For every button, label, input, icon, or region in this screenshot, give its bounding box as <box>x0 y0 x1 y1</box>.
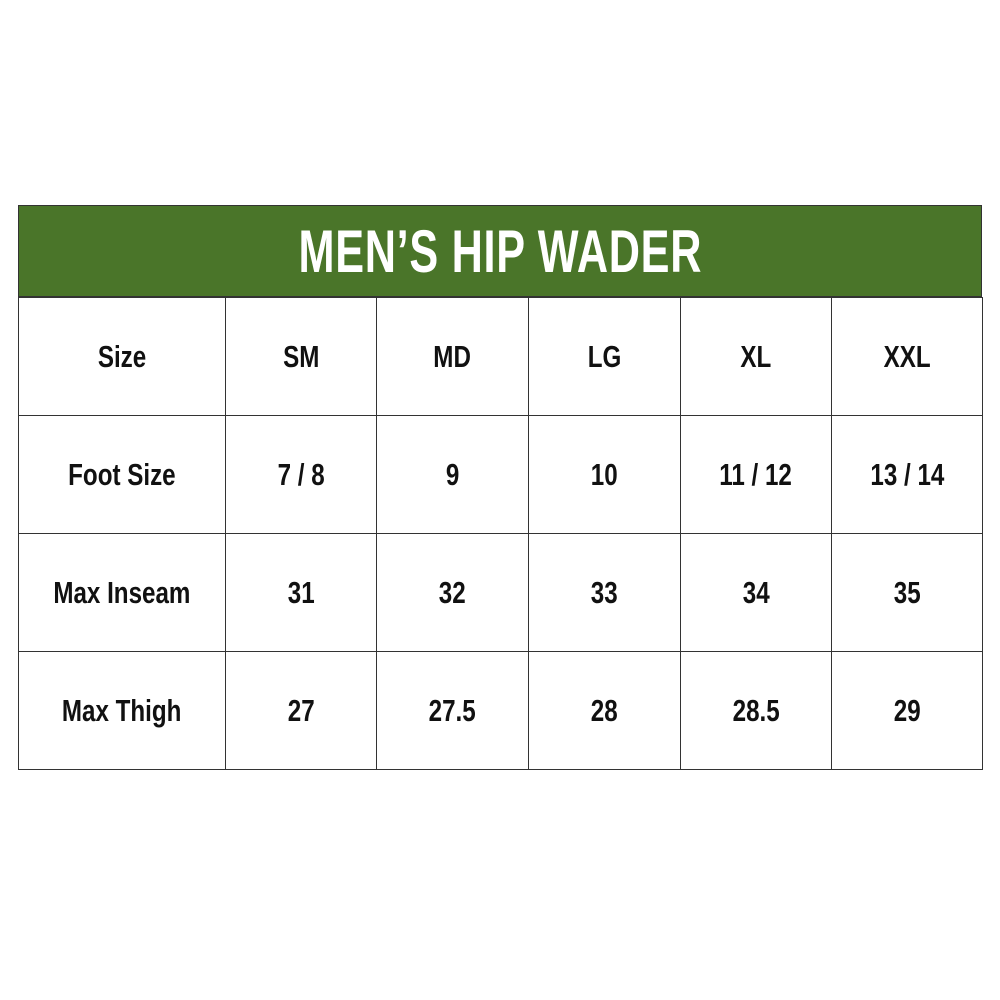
table-cell-text: 7 / 8 <box>277 456 325 492</box>
table-cell: 10 <box>528 415 681 534</box>
table-cell-text: LG <box>587 338 622 374</box>
row-label-text: Foot Size <box>68 456 176 492</box>
table-cell: 33 <box>528 533 681 652</box>
table-cell-text: 31 <box>287 574 315 610</box>
table-cell: MD <box>376 297 529 416</box>
table-cell-text: 34 <box>742 574 770 610</box>
table-cell-text: 11 / 12 <box>719 456 793 492</box>
chart-title-bar: MEN’S HIP WADER <box>18 205 982 297</box>
table-cell: 27.5 <box>376 651 529 770</box>
table-row: Max Inseam 31 32 33 34 35 <box>18 533 983 652</box>
row-label: Max Inseam <box>18 533 226 652</box>
table-cell-text: 9 <box>445 456 460 492</box>
table-cell-text: 27.5 <box>428 692 477 728</box>
table-cell-text: 10 <box>591 456 618 492</box>
table-cell-text: XXL <box>883 338 931 374</box>
table-cell: 27 <box>225 651 377 770</box>
table-cell: 32 <box>376 533 529 652</box>
table-cell-text: XL <box>740 338 772 374</box>
table-cell: 13 / 14 <box>831 415 983 534</box>
table-cell-text: 28 <box>591 692 618 728</box>
row-label: Max Thigh <box>18 651 226 770</box>
table-cell: 29 <box>831 651 983 770</box>
table-cell-text: SM <box>282 338 320 374</box>
size-table: Size SM MD LG XL XXL Foot Size 7 / 8 9 10 11 / 12 1… <box>18 297 983 770</box>
table-cell-text: 35 <box>893 574 921 610</box>
table-cell-text: 29 <box>893 692 921 728</box>
table-cell: 9 <box>376 415 529 534</box>
table-cell-text: 27 <box>287 692 315 728</box>
table-row: Size SM MD LG XL XXL <box>18 297 983 416</box>
chart-title: MEN’S HIP WADER <box>298 217 702 285</box>
table-cell-text: 32 <box>439 574 466 610</box>
table-cell: XL <box>680 297 832 416</box>
table-cell: XXL <box>831 297 983 416</box>
row-label-text: Size <box>97 338 147 374</box>
table-cell: 28 <box>528 651 681 770</box>
table-cell: 35 <box>831 533 983 652</box>
table-cell: SM <box>225 297 377 416</box>
table-cell-text: MD <box>433 338 472 374</box>
row-label: Size <box>18 297 226 416</box>
table-cell-text: 28.5 <box>732 692 780 728</box>
table-cell: 34 <box>680 533 832 652</box>
row-label-text: Max Inseam <box>53 574 191 610</box>
table-cell: 31 <box>225 533 377 652</box>
table-cell: 7 / 8 <box>225 415 377 534</box>
table-cell: LG <box>528 297 681 416</box>
size-chart: MEN’S HIP WADER Size SM MD LG XL XXL Foot Size… <box>18 205 983 770</box>
table-row: Max Thigh 27 27.5 28 28.5 29 <box>18 651 983 770</box>
table-cell: 11 / 12 <box>680 415 832 534</box>
table-row: Foot Size 7 / 8 9 10 11 / 12 13 / 14 <box>18 415 983 534</box>
table-cell: 28.5 <box>680 651 832 770</box>
row-label-text: Max Thigh <box>62 692 182 728</box>
table-cell-text: 33 <box>591 574 618 610</box>
row-label: Foot Size <box>18 415 226 534</box>
table-cell-text: 13 / 14 <box>870 456 944 492</box>
